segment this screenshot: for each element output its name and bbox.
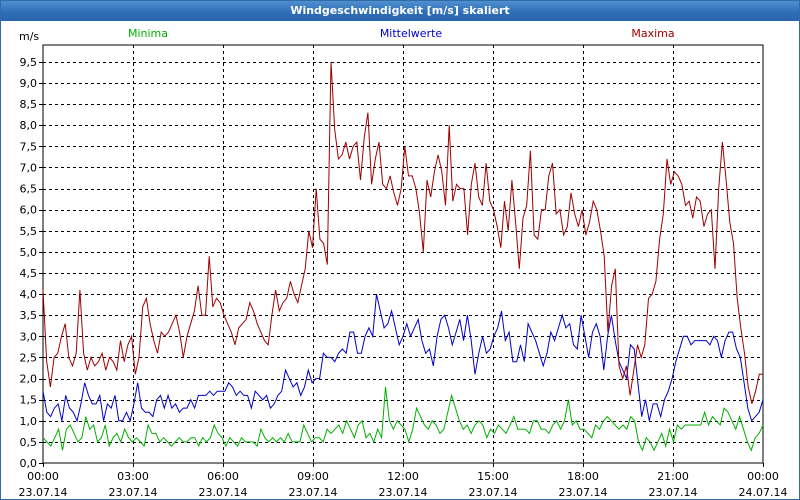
y-tick-label: 9,5 — [20, 56, 38, 69]
x-tick-time: 18:00 — [567, 470, 599, 483]
x-tick-time: 03:00 — [117, 470, 149, 483]
y-axis-label: m/s — [19, 30, 39, 43]
legend-maxima: Maxima — [631, 27, 674, 40]
y-tick-label: 6,0 — [20, 204, 38, 217]
legend-mittelwerte: Mittelwerte — [380, 27, 443, 40]
x-tick-date: 23.07.14 — [649, 486, 698, 498]
x-tick-time: 09:00 — [297, 470, 329, 483]
x-tick-date: 24.07.14 — [739, 486, 788, 498]
x-tick-time: 21:00 — [657, 470, 689, 483]
x-tick-date: 23.07.14 — [379, 486, 428, 498]
y-tick-label: 5,5 — [20, 225, 38, 238]
y-tick-label: 3,5 — [20, 309, 38, 322]
series-line-minima — [42, 386, 764, 452]
y-tick-label: 6,5 — [20, 183, 38, 196]
y-tick-label: 4,0 — [20, 288, 38, 301]
x-tick-time: 00:00 — [27, 470, 59, 483]
grid — [43, 45, 763, 463]
x-tick-time: 06:00 — [207, 470, 239, 483]
y-tick-label: 9,0 — [20, 77, 38, 90]
y-tick-label: 8,0 — [20, 119, 38, 132]
y-tick-label: 1,0 — [20, 415, 38, 428]
y-axis: 0,0 0,5 1,0 1,5 2,0 2,5 3,0 3,5 4,0 4,5 5,0 5,5 6,0 6… — [20, 56, 43, 470]
x-tick-date: 23.07.14 — [559, 486, 608, 498]
y-tick-label: 7,0 — [20, 161, 38, 174]
x-tick-date: 23.07.14 — [109, 486, 158, 498]
x-tick-time: 00:00 — [747, 470, 779, 483]
y-tick-label: 1,5 — [20, 394, 38, 407]
title-bar: Windgeschwindigkeit [m/s] skaliert — [1, 1, 799, 21]
y-tick-label: 4,5 — [20, 267, 38, 280]
series-line-maxima — [42, 61, 763, 405]
legend-minima: Minima — [128, 27, 168, 40]
y-tick-label: 7,5 — [20, 140, 38, 153]
x-tick-time: 15:00 — [477, 470, 509, 483]
x-tick-time: 12:00 — [387, 470, 419, 483]
y-tick-label: 8,5 — [20, 98, 38, 111]
series-group — [42, 61, 764, 452]
x-tick-date: 23.07.14 — [289, 486, 338, 498]
line-chart: 0,0 0,5 1,0 1,5 2,0 2,5 3,0 3,5 4,0 4,5 5,0 5,5 6,0 6… — [19, 27, 788, 498]
x-tick-date: 23.07.14 — [19, 486, 68, 498]
y-tick-label: 3,0 — [20, 330, 38, 343]
x-tick-date: 23.07.14 — [469, 486, 518, 498]
y-tick-label: 0,0 — [20, 457, 38, 470]
series-line-mittelwerte — [42, 293, 764, 423]
y-tick-label: 2,5 — [20, 351, 38, 364]
y-tick-label: 5,0 — [20, 246, 38, 259]
x-axis: 00:00 23.07.14 03:00 23.07.14 06:00 23.07.14 0… — [19, 463, 788, 498]
y-tick-label: 2,0 — [20, 373, 38, 386]
x-tick-date: 23.07.14 — [199, 486, 248, 498]
y-tick-label: 0,5 — [20, 436, 38, 449]
